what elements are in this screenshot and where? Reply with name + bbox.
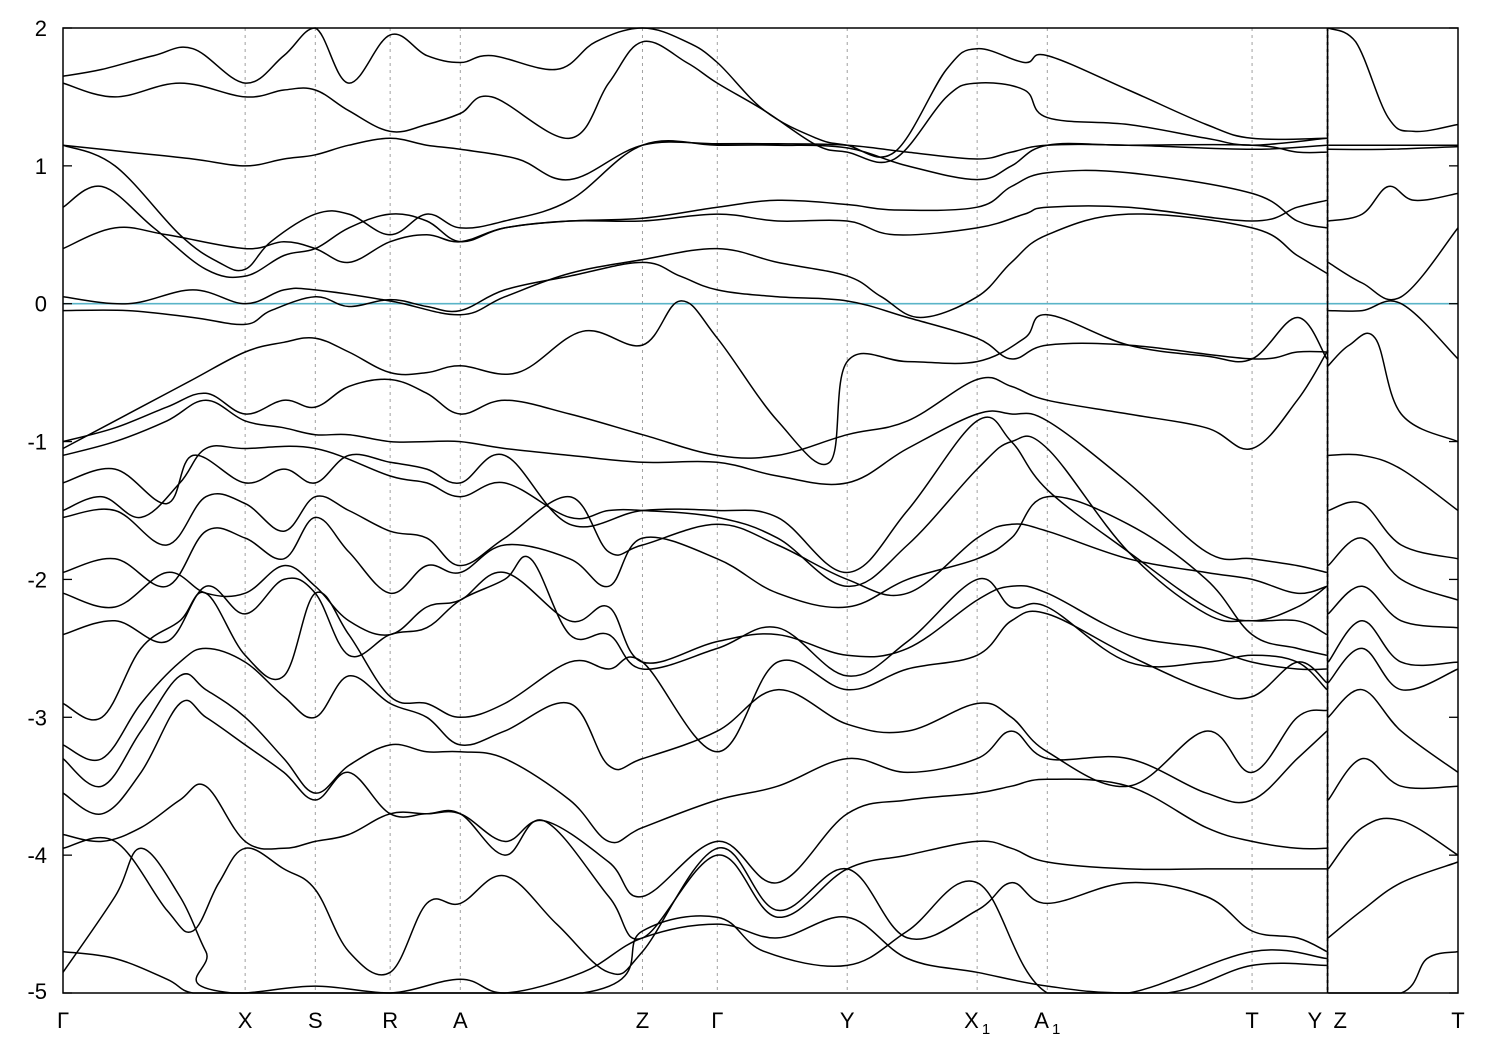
band-line-42 [1328, 950, 1459, 994]
band-line-12 [62, 435, 1328, 636]
y-tick-label: -1 [27, 430, 47, 455]
y-tick-label: 2 [35, 16, 47, 41]
band-line-29 [1327, 227, 1459, 301]
kpoint-label: T [1245, 1008, 1258, 1033]
band-line-21 [62, 783, 1327, 940]
band-line-39 [1327, 757, 1459, 801]
kpoint-label: R [382, 1008, 398, 1033]
kpoint-label: Γ [711, 1008, 723, 1033]
y-tick-label: -4 [27, 843, 47, 868]
kpoint-divider-lines [244, 28, 1329, 993]
kpoint-label: Z [1333, 1008, 1346, 1033]
kpoint-label: A [453, 1008, 468, 1033]
kpoint-label: Z [636, 1008, 649, 1033]
band-line-26 [1328, 145, 1459, 151]
band-line-14 [62, 495, 1328, 657]
band-line-1 [62, 261, 1327, 360]
band-line-8 [62, 27, 1327, 158]
band-line-5 [62, 140, 1327, 272]
y-axis-ticks: 2 1 0 -1 -2 -3 -4 -5 [27, 16, 1458, 1004]
band-line-40 [1327, 817, 1459, 870]
band-line-18 [62, 647, 1328, 788]
band-lines [62, 27, 1459, 994]
kpoint-label: Y [840, 1008, 855, 1033]
y-tick-label: -5 [27, 979, 47, 1004]
band-line-11 [62, 416, 1328, 622]
band-line-38 [1327, 688, 1459, 774]
band-line-23 [62, 916, 1327, 994]
band-line-17 [62, 591, 1328, 753]
band-line-27 [1327, 27, 1459, 133]
band-line-9 [62, 351, 1328, 459]
band-line-36 [1327, 620, 1459, 667]
band-line-7 [62, 40, 1327, 164]
band-line-33 [1327, 501, 1459, 560]
band-line-37 [1327, 647, 1459, 691]
kpoint-label: T [1451, 1008, 1464, 1033]
kpoint-label: Γ [57, 1008, 69, 1033]
band-line-15 [62, 564, 1327, 671]
band-line-24 [62, 847, 1327, 994]
plot-frame [62, 27, 1459, 994]
band-line-20 [62, 699, 1327, 898]
band-line-0 [62, 300, 1328, 466]
band-line-22 [62, 836, 1328, 976]
y-tick-label: -3 [27, 705, 47, 730]
band-line-30 [1328, 300, 1459, 360]
band-line-13 [62, 493, 1328, 597]
band-line-16 [62, 555, 1328, 691]
band-line-2 [62, 213, 1328, 319]
band-line-6 [62, 137, 1327, 181]
kpoint-label: X [238, 1008, 253, 1033]
band-line-3 [62, 199, 1328, 264]
y-tick-label: -2 [27, 567, 47, 592]
band-line-34 [1327, 537, 1459, 601]
band-line-35 [1327, 585, 1459, 629]
kpoint-label: Y [1308, 1008, 1323, 1033]
band-line-19 [62, 673, 1328, 844]
band-line-10 [62, 399, 1328, 574]
y-tick-label: 1 [35, 154, 47, 179]
band-line-41 [1327, 861, 1459, 939]
y-tick-label: 0 [35, 292, 47, 317]
band-line-32 [1328, 453, 1459, 512]
band-line-4 [62, 169, 1328, 279]
band-line-28 [1328, 185, 1459, 222]
band-line-31 [1327, 332, 1459, 443]
kpoint-label: S [308, 1008, 323, 1033]
